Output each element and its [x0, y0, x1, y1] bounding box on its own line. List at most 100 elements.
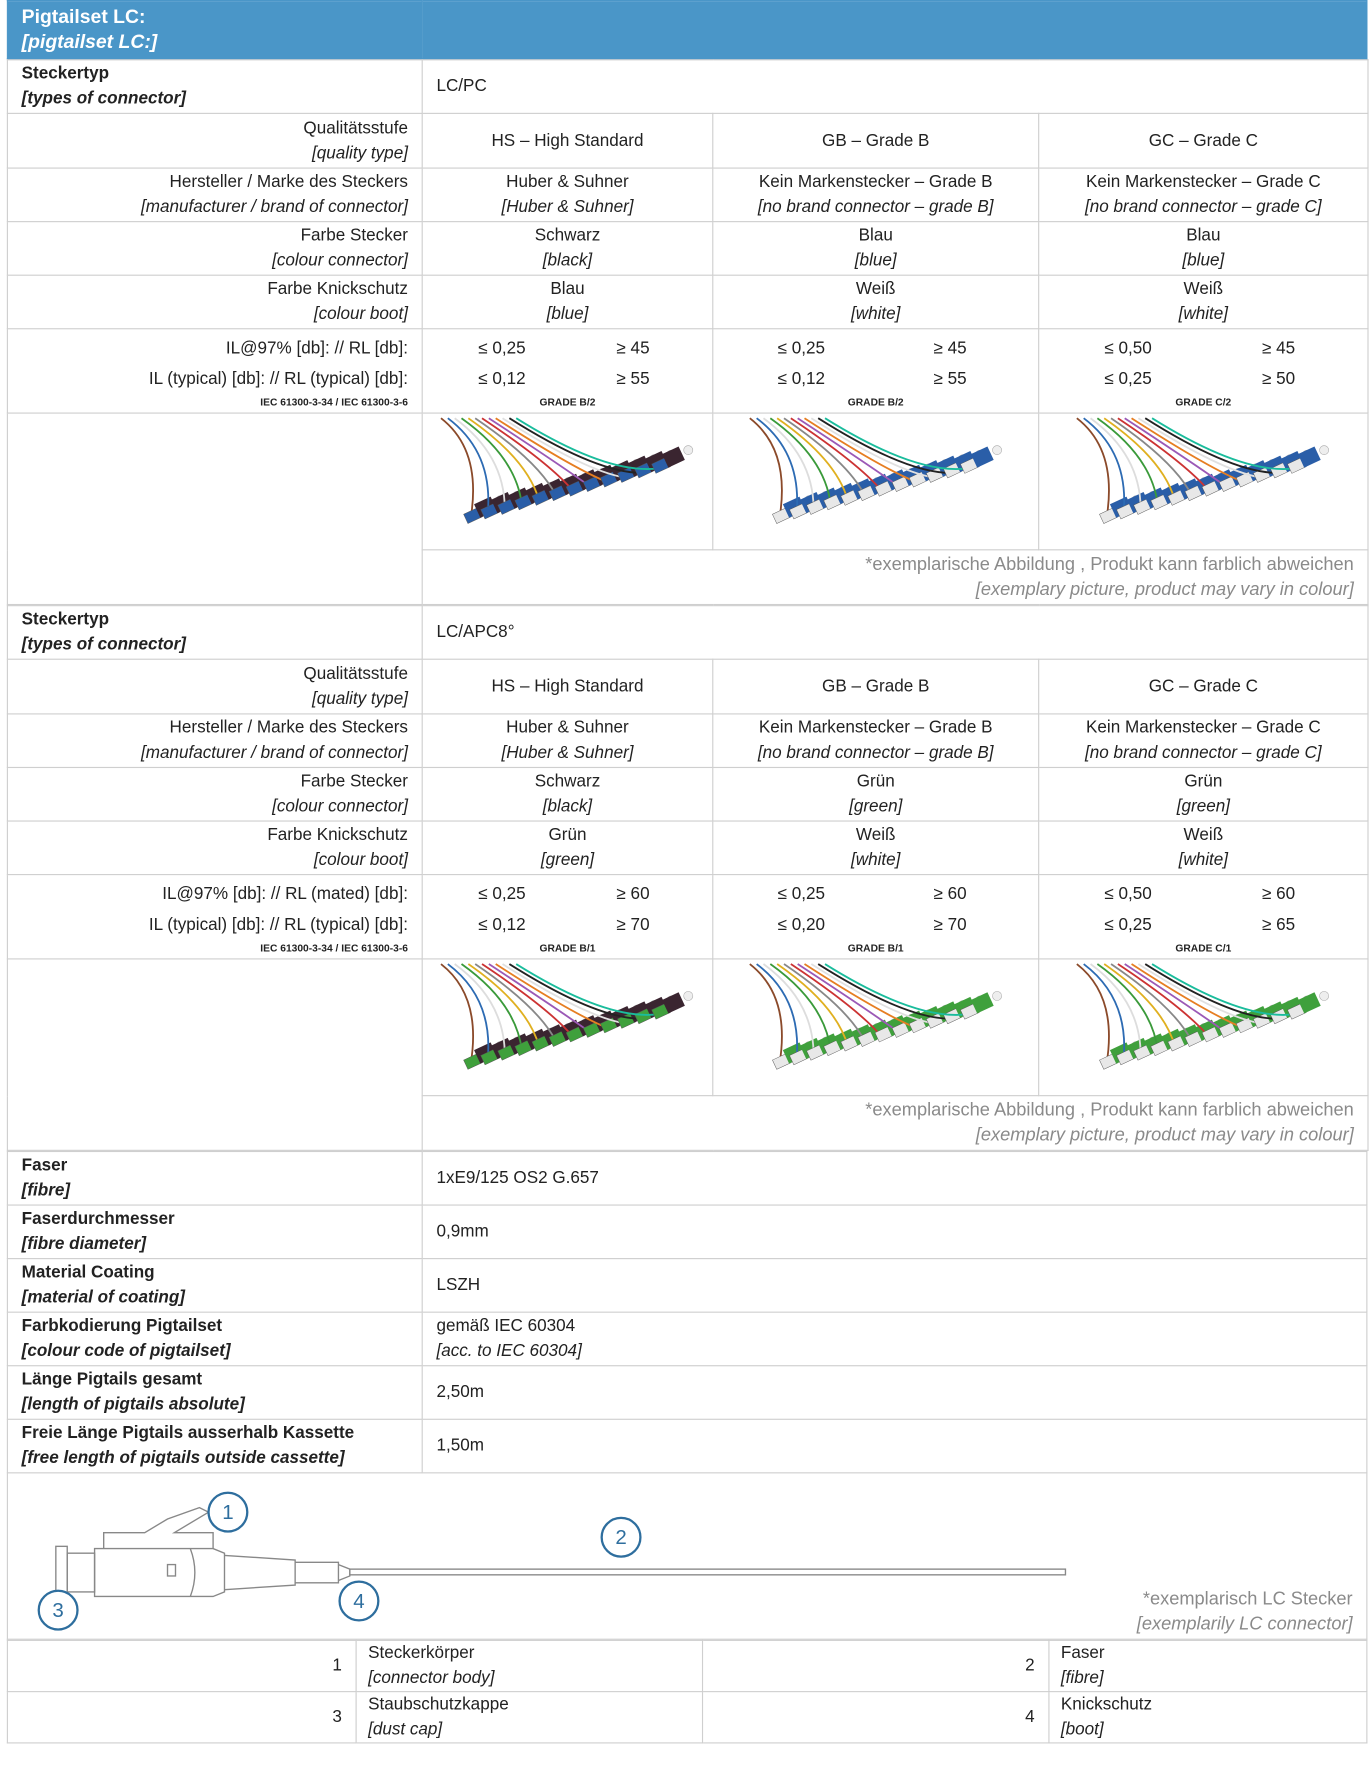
text: Faser — [1060, 1643, 1105, 1663]
perf-value: ≥ 45 — [616, 337, 650, 358]
perf-value: ≥ 70 — [933, 914, 967, 934]
note-text: *exemplarisch LC Stecker — [1142, 1589, 1353, 1610]
perf-value: ≥ 45 — [1261, 337, 1296, 358]
text: Kein Markenstecker – Grade C — [1086, 172, 1321, 192]
value-cell: Weiß [white] — [712, 274, 1040, 330]
perf-value: ≥ 55 — [616, 368, 650, 389]
caption-row: *exemplarische Abbildung , Produkt kann … — [7, 549, 1369, 606]
label-cell: Farbe Knickschutz [colour boot] — [6, 274, 423, 330]
perf-values: ≤ 0,25 ≥ 50 — [1053, 363, 1354, 394]
perf-value: ≤ 0,25 — [777, 337, 826, 358]
pic-part — [502, 963, 625, 1025]
picture-cell — [1038, 412, 1369, 551]
perf-values: ≤ 0,12 ≥ 70 — [436, 909, 698, 940]
legend-text: Faser [fibre] — [1048, 1639, 1368, 1693]
label-en: [free length of pigtails outside cassett… — [21, 1448, 345, 1468]
perf-cell: ≤ 0,25 ≥ 60 ≤ 0,12 ≥ 70 GRADE B/1 — [421, 874, 714, 960]
pic-part — [762, 963, 814, 1056]
pic-part — [515, 417, 659, 470]
perf-label: IL (typical) [db]: // RL (typical) [db]: — [148, 914, 408, 934]
perf-value: ≥ 60 — [933, 883, 967, 904]
pic-part — [748, 417, 783, 519]
product-picture — [1076, 417, 1329, 524]
label: Steckertyp — [21, 63, 110, 84]
picture-cell — [421, 958, 714, 1097]
value-cell: GC – Grade C — [1038, 658, 1369, 715]
pic-part — [817, 417, 950, 474]
pic-part — [1110, 963, 1193, 1042]
legend-num: 2 — [701, 1639, 1050, 1693]
value-cell: 1,50m — [421, 1418, 1368, 1474]
grade: GRADE C/2 — [1175, 395, 1232, 408]
text-en: [manufacturer / brand of connector] — [140, 742, 408, 763]
label-en: [length of pigtails absolute] — [21, 1394, 245, 1415]
pic-part — [755, 963, 798, 1060]
label-cell: Farbe Knickschutz [colour boot] — [6, 820, 423, 876]
label: Farbkodierung Pigtailset — [21, 1316, 223, 1336]
specs-table: Faser [fibre] 1xE9/125 OS2 G.657 Faserdurch… — [6, 1150, 1368, 1474]
legend-num: 4 — [701, 1691, 1050, 1744]
caption-cell: *exemplarische Abbildung , Produkt kann … — [421, 1095, 1369, 1151]
row: Farbe Stecker [colour connector] Schwarz [b… — [6, 766, 1369, 822]
text: Farbe Knickschutz — [267, 279, 408, 299]
pic-part — [1117, 963, 1210, 1038]
pic-part — [1124, 963, 1227, 1034]
perf-cell: ≤ 0,50 ≥ 45 ≤ 0,25 ≥ 50 GRADE C/2 — [1038, 328, 1369, 414]
value-cell: GB – Grade B — [712, 658, 1040, 715]
pic-part — [1117, 417, 1210, 492]
perf-cell: ≤ 0,25 ≥ 45 ≤ 0,12 ≥ 55 GRADE B/2 — [421, 328, 714, 414]
label-en: [fibre diameter] — [21, 1234, 147, 1254]
text-en: [colour connector] — [272, 250, 408, 271]
text-en: [green] — [540, 850, 595, 870]
standard: IEC 61300-3-34 / IEC 61300-3-6 — [260, 941, 408, 954]
perf-values: ≤ 0,25 ≥ 45 — [727, 332, 1024, 363]
pic-part — [460, 963, 523, 1051]
pic-part — [803, 417, 916, 483]
label-cell: Qualitätsstufe [quality type] — [6, 658, 423, 715]
text: Grün — [856, 771, 895, 791]
perf-values: ≤ 0,25 ≥ 60 — [436, 878, 698, 909]
text: Hersteller / Marke des Steckers — [169, 172, 408, 192]
label-cell: Farbkodierung Pigtailset [colour code of … — [6, 1311, 423, 1367]
perf-value: ≤ 0,20 — [777, 914, 826, 934]
picture-cell — [712, 958, 1040, 1097]
value-cell: Grün [green] — [1038, 766, 1369, 822]
pic-part — [467, 963, 540, 1047]
pic-part — [1076, 417, 1110, 519]
perf-value: ≤ 0,25 — [478, 337, 526, 358]
text: Grün — [1184, 771, 1223, 791]
text-en: [black] — [542, 250, 593, 271]
pic-part — [810, 963, 933, 1025]
text-en: [white] — [851, 850, 901, 870]
text: HS – High Standard — [491, 676, 644, 696]
pic-part — [1096, 417, 1159, 505]
pic-part — [970, 446, 994, 468]
grade: GRADE C/1 — [1175, 941, 1232, 954]
pic-part — [1103, 417, 1176, 501]
text: GC – Grade C — [1148, 676, 1258, 696]
sections: Steckertyp [types of connector] LC/PC Quali… — [0, 59, 1372, 1151]
pic-part — [662, 992, 685, 1014]
text: LSZH — [436, 1275, 481, 1295]
perf-values: ≤ 0,12 ≥ 55 — [436, 363, 698, 394]
legend-text: Steckerkörper [connector body] — [355, 1639, 704, 1693]
perf-label: IL (typical) [db]: // RL (typical) [db]: — [148, 368, 408, 389]
label-cell: Qualitätsstufe [quality type] — [6, 112, 423, 169]
text-en: [no brand connector – grade C] — [1085, 197, 1322, 217]
label: Steckertyp — [21, 609, 110, 630]
value-cell: LC/APC8° — [421, 605, 1369, 660]
pic-part — [782, 963, 866, 1042]
title: Pigtailset LC: — [21, 5, 146, 28]
label-cell: IL@97% [db]: // RL [db]: IL (typical) [db… — [6, 328, 423, 414]
pic-part — [1319, 991, 1329, 1001]
text-en: [blue] — [854, 250, 897, 271]
text-en: [white] — [1178, 304, 1229, 324]
pic-part — [508, 963, 642, 1020]
pic-part — [1103, 963, 1176, 1047]
pic-part — [796, 963, 900, 1034]
row: Farbe Knickschutz [colour boot] Grün [green… — [6, 820, 1369, 876]
spec-row: Freie Länge Pigtails ausserhalb Kassette… — [6, 1418, 1368, 1474]
pic-part — [1131, 417, 1244, 483]
perf-row: IL@97% [db]: // RL [db]: IL (typical) [db… — [6, 328, 1369, 414]
